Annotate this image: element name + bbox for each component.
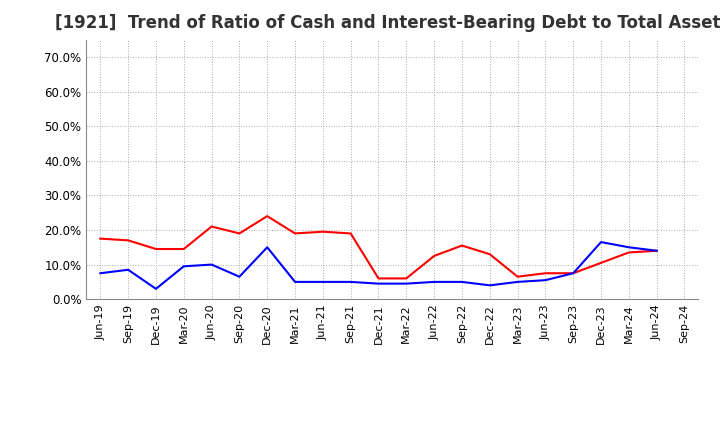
Cash [96, 236, 104, 241]
Interest-Bearing Debt [624, 245, 633, 250]
Cash [485, 252, 494, 257]
Cash [179, 246, 188, 252]
Cash [263, 213, 271, 219]
Interest-Bearing Debt [402, 281, 410, 286]
Interest-Bearing Debt [179, 264, 188, 269]
Cash [318, 229, 327, 235]
Interest-Bearing Debt [485, 283, 494, 288]
Cash [374, 276, 383, 281]
Cash [152, 246, 161, 252]
Cash [597, 260, 606, 265]
Cash [458, 243, 467, 248]
Interest-Bearing Debt [291, 279, 300, 285]
Interest-Bearing Debt [318, 279, 327, 285]
Line: Interest-Bearing Debt: Interest-Bearing Debt [100, 242, 657, 289]
Cash [402, 276, 410, 281]
Interest-Bearing Debt [152, 286, 161, 291]
Cash [207, 224, 216, 229]
Interest-Bearing Debt [96, 271, 104, 276]
Line: Cash: Cash [100, 216, 657, 279]
Interest-Bearing Debt [235, 274, 243, 279]
Interest-Bearing Debt [263, 245, 271, 250]
Interest-Bearing Debt [569, 271, 577, 276]
Cash [346, 231, 355, 236]
Interest-Bearing Debt [652, 248, 661, 253]
Cash [430, 253, 438, 259]
Interest-Bearing Debt [346, 279, 355, 285]
Interest-Bearing Debt [541, 278, 550, 283]
Cash [541, 271, 550, 276]
Cash [624, 250, 633, 255]
Interest-Bearing Debt [597, 239, 606, 245]
Cash [652, 248, 661, 253]
Interest-Bearing Debt [430, 279, 438, 285]
Interest-Bearing Debt [374, 281, 383, 286]
Interest-Bearing Debt [458, 279, 467, 285]
Interest-Bearing Debt [124, 267, 132, 272]
Title: [1921]  Trend of Ratio of Cash and Interest-Bearing Debt to Total Assets: [1921] Trend of Ratio of Cash and Intere… [55, 15, 720, 33]
Cash [235, 231, 243, 236]
Cash [291, 231, 300, 236]
Interest-Bearing Debt [207, 262, 216, 267]
Cash [513, 274, 522, 279]
Cash [569, 271, 577, 276]
Interest-Bearing Debt [513, 279, 522, 285]
Cash [124, 238, 132, 243]
